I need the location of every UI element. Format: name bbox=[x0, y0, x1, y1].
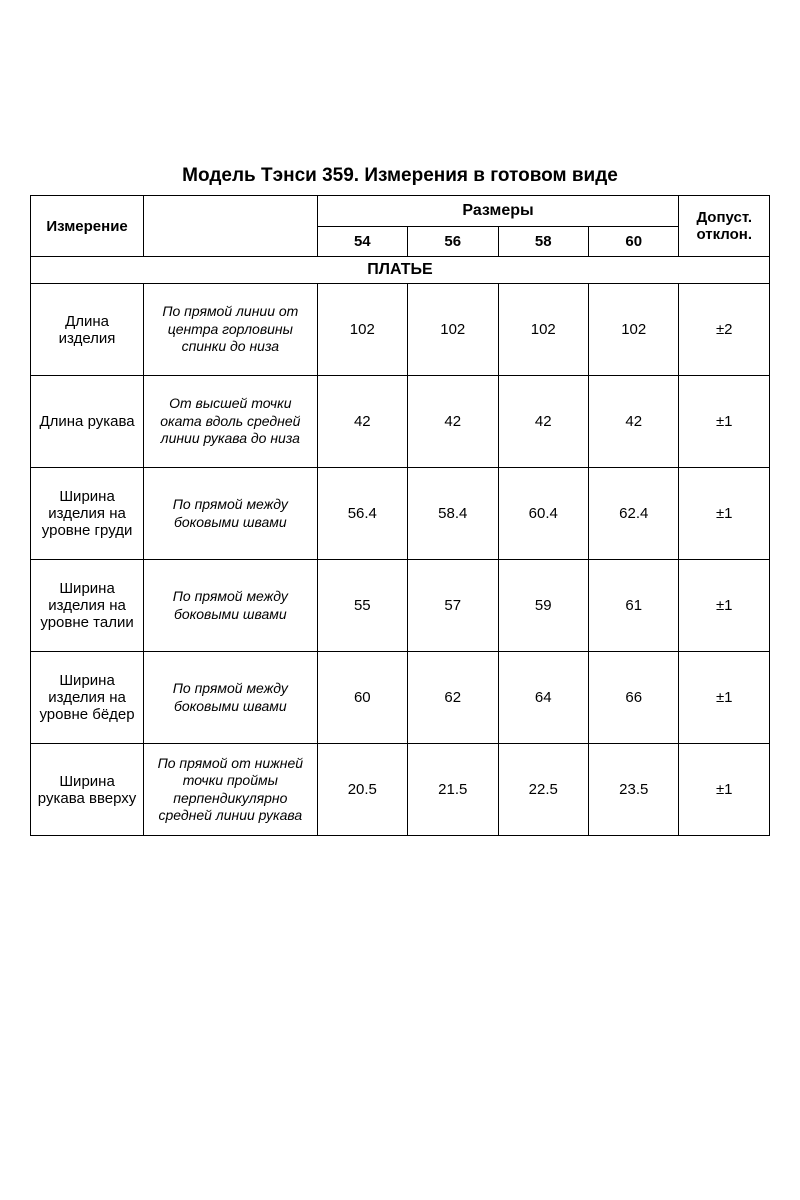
cell-val: 56.4 bbox=[317, 468, 407, 560]
cell-measure: Длина изделия bbox=[31, 284, 144, 376]
cell-tol: ±2 bbox=[679, 284, 770, 376]
size-1: 56 bbox=[408, 227, 498, 257]
cell-val: 58.4 bbox=[408, 468, 498, 560]
section-row: ПЛАТЬЕ bbox=[31, 257, 770, 284]
cell-tol: ±1 bbox=[679, 560, 770, 652]
cell-val: 42 bbox=[498, 376, 588, 468]
table-row: Ширина рукава вверху По прямой от нижней… bbox=[31, 744, 770, 836]
cell-measure: Ширина изделия на уровне груди bbox=[31, 468, 144, 560]
cell-tol: ±1 bbox=[679, 468, 770, 560]
table-row: Длина рукава От высшей точки оката вдоль… bbox=[31, 376, 770, 468]
cell-desc: По прямой между боковыми швами bbox=[144, 652, 317, 744]
page-title: Модель Тэнси 359. Измерения в готовом ви… bbox=[30, 165, 770, 187]
table-row: Длина изделия По прямой линии от центра … bbox=[31, 284, 770, 376]
cell-val: 22.5 bbox=[498, 744, 588, 836]
cell-desc: По прямой линии от центра горловины спин… bbox=[144, 284, 317, 376]
header-measure: Измерение bbox=[31, 196, 144, 257]
cell-val: 42 bbox=[589, 376, 679, 468]
cell-val: 62 bbox=[408, 652, 498, 744]
cell-val: 61 bbox=[589, 560, 679, 652]
cell-val: 62.4 bbox=[589, 468, 679, 560]
cell-measure: Ширина изделия на уровне талии bbox=[31, 560, 144, 652]
cell-val: 23.5 bbox=[589, 744, 679, 836]
cell-val: 21.5 bbox=[408, 744, 498, 836]
cell-desc: По прямой от нижней точки проймы перпенд… bbox=[144, 744, 317, 836]
cell-val: 64 bbox=[498, 652, 588, 744]
cell-desc: По прямой между боковыми швами bbox=[144, 560, 317, 652]
cell-measure: Ширина изделия на уровне бёдер bbox=[31, 652, 144, 744]
header-sizes: Размеры bbox=[317, 196, 679, 227]
table-row: Ширина изделия на уровне бёдер По прямой… bbox=[31, 652, 770, 744]
header-row-1: Измерение Размеры Допуст. отклон. bbox=[31, 196, 770, 227]
cell-tol: ±1 bbox=[679, 376, 770, 468]
cell-desc: От высшей точки оката вдоль средней лини… bbox=[144, 376, 317, 468]
cell-desc: По прямой между боковыми швами bbox=[144, 468, 317, 560]
cell-val: 60 bbox=[317, 652, 407, 744]
cell-val: 60.4 bbox=[498, 468, 588, 560]
cell-val: 57 bbox=[408, 560, 498, 652]
size-3: 60 bbox=[589, 227, 679, 257]
cell-val: 66 bbox=[589, 652, 679, 744]
cell-measure: Ширина рукава вверху bbox=[31, 744, 144, 836]
table-row: Ширина изделия на уровне талии По прямой… bbox=[31, 560, 770, 652]
cell-val: 102 bbox=[408, 284, 498, 376]
cell-val: 20.5 bbox=[317, 744, 407, 836]
table-row: Ширина изделия на уровне груди По прямой… bbox=[31, 468, 770, 560]
cell-val: 102 bbox=[589, 284, 679, 376]
cell-val: 102 bbox=[317, 284, 407, 376]
size-2: 58 bbox=[498, 227, 588, 257]
cell-tol: ±1 bbox=[679, 652, 770, 744]
header-blank bbox=[144, 196, 317, 257]
cell-val: 59 bbox=[498, 560, 588, 652]
cell-val: 42 bbox=[408, 376, 498, 468]
cell-val: 42 bbox=[317, 376, 407, 468]
header-tolerance: Допуст. отклон. bbox=[679, 196, 770, 257]
measurements-table: Измерение Размеры Допуст. отклон. 54 56 … bbox=[30, 195, 770, 836]
cell-val: 55 bbox=[317, 560, 407, 652]
cell-val: 102 bbox=[498, 284, 588, 376]
section-header: ПЛАТЬЕ bbox=[31, 257, 770, 284]
cell-tol: ±1 bbox=[679, 744, 770, 836]
cell-measure: Длина рукава bbox=[31, 376, 144, 468]
size-0: 54 bbox=[317, 227, 407, 257]
